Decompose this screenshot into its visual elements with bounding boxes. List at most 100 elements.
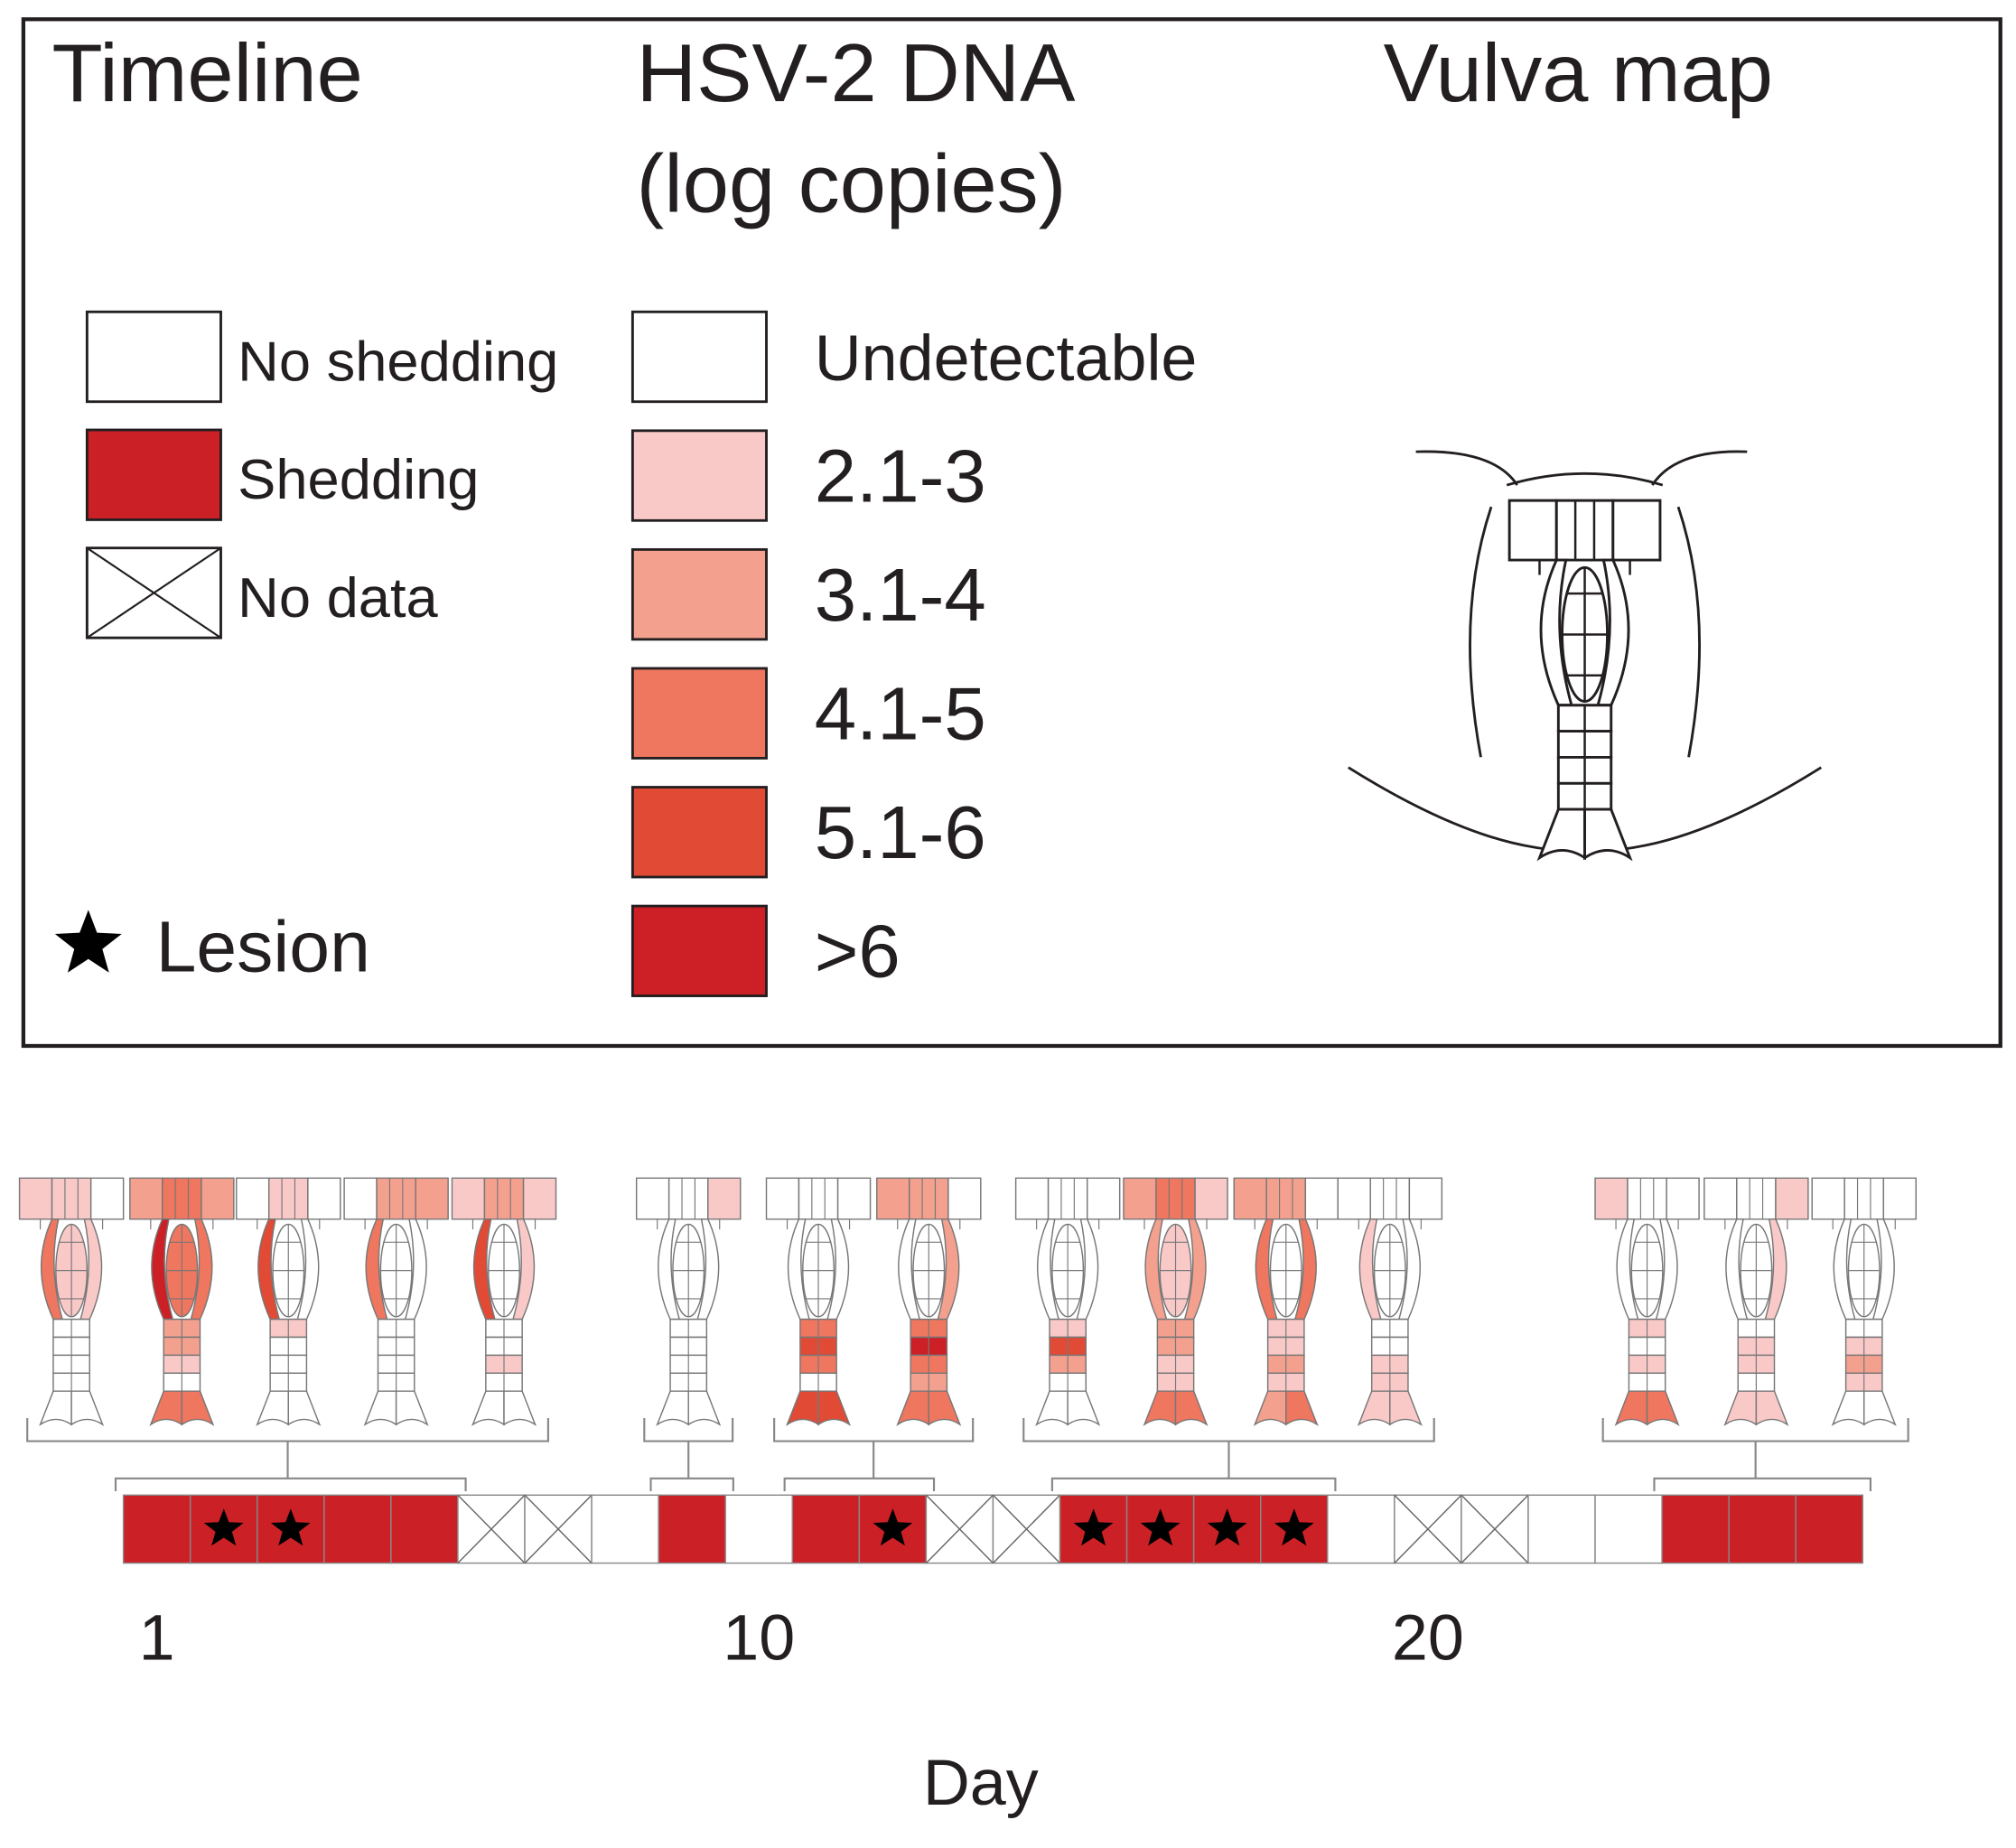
map-region: [687, 1390, 722, 1426]
vulva-map: [1014, 1177, 1121, 1426]
legend-swatch: [85, 428, 222, 521]
map-region: [947, 1177, 982, 1220]
map-region: [1646, 1390, 1680, 1426]
map-region: [162, 1177, 202, 1220]
map-inner-lines: [1538, 500, 1631, 810]
vulva-map: [876, 1177, 982, 1426]
map-region: [1611, 499, 1662, 562]
map-region: [1123, 1177, 1157, 1220]
map-region: [1369, 1177, 1411, 1220]
map-region: [1087, 1177, 1121, 1220]
map-inner-lines: [364, 1178, 428, 1392]
map-inner-lines: [1724, 1178, 1788, 1392]
vulva-map: [1123, 1177, 1228, 1426]
map-region: [376, 1177, 416, 1220]
map-region: [1408, 1177, 1443, 1220]
day-cell: [591, 1494, 659, 1564]
map-region: [1337, 1177, 1371, 1220]
map-inner-lines: [1832, 1178, 1896, 1392]
map-region: [1265, 1177, 1307, 1220]
map-inner-lines: [657, 1178, 721, 1392]
day-cell: [1661, 1494, 1730, 1564]
day-tick-label: 10: [723, 1602, 795, 1675]
group-bracket: [643, 1418, 734, 1492]
x-axis-label: Day: [923, 1747, 1039, 1819]
map-region: [928, 1390, 962, 1426]
vulva-map: [1594, 1177, 1700, 1426]
group-bracket: [26, 1418, 549, 1492]
map-region: [1811, 1177, 1845, 1220]
map-region: [1357, 1390, 1391, 1426]
map-region: [707, 1177, 742, 1220]
map-region: [51, 1177, 92, 1220]
map-inner-lines: [40, 1178, 104, 1392]
map-region: [817, 1390, 852, 1426]
day-cell: [724, 1494, 793, 1564]
map-region: [201, 1177, 235, 1220]
legend-label: No data: [238, 566, 438, 630]
vulva-map: [451, 1177, 557, 1426]
map-region: [129, 1177, 163, 1220]
map-region: [483, 1177, 525, 1220]
map-region: [1155, 1177, 1196, 1220]
map-region: [1863, 1390, 1897, 1426]
map-region: [18, 1177, 53, 1220]
map-region: [1285, 1390, 1319, 1426]
level-label: 4.1-5: [815, 672, 986, 755]
vulva-map: [1507, 499, 1662, 862]
map-region: [363, 1390, 397, 1426]
lesion-star: [1207, 1508, 1247, 1546]
day-cell: [323, 1494, 392, 1564]
map-region: [1775, 1177, 1809, 1220]
map-region: [287, 1390, 322, 1426]
no-data-cross: [925, 1494, 994, 1564]
map-inner-lines: [150, 1178, 214, 1392]
day-cell: [1795, 1494, 1864, 1564]
map-region: [70, 1390, 105, 1426]
vulva-map: [129, 1177, 235, 1426]
no-data-cross: [524, 1494, 593, 1564]
no-data-cross: [457, 1494, 526, 1564]
map-inner-lines: [786, 1178, 851, 1392]
dna-subtitle: (log copies): [637, 138, 1067, 229]
map-region: [1627, 1177, 1667, 1220]
map-region: [1554, 499, 1615, 562]
map-region: [39, 1390, 72, 1426]
map-inner-lines: [1036, 1178, 1100, 1392]
map-region: [1174, 1390, 1209, 1426]
map-inner-lines: [257, 1178, 321, 1392]
map-inner-lines: [1254, 1178, 1318, 1392]
no-data-cross: [1394, 1494, 1462, 1564]
map-region: [1389, 1390, 1423, 1426]
level-swatch: [630, 667, 768, 760]
day-cell: [1327, 1494, 1395, 1564]
group-bracket: [1601, 1418, 1909, 1492]
level-label: 5.1-6: [815, 791, 986, 874]
vulva-map: [1811, 1177, 1917, 1426]
level-label: 2.1-3: [815, 434, 986, 518]
day-tick-label: 1: [139, 1602, 175, 1675]
day-cell: [791, 1494, 861, 1564]
level-swatch: [630, 547, 768, 641]
map-region: [1304, 1177, 1339, 1220]
lesion-label: Lesion: [156, 907, 370, 986]
level-swatch: [630, 310, 768, 404]
map-region: [503, 1390, 537, 1426]
level-swatch: [630, 786, 768, 879]
vulva-map: [1233, 1177, 1339, 1426]
map-region: [1666, 1177, 1700, 1220]
group-bracket: [1022, 1418, 1435, 1492]
vulva-map: [236, 1177, 341, 1426]
legend-label: No shedding: [238, 331, 558, 394]
map-region: [471, 1390, 505, 1426]
map-region: [1194, 1177, 1228, 1220]
map-region: [798, 1177, 839, 1220]
map-region: [1233, 1177, 1267, 1220]
lesion-star: [270, 1508, 311, 1546]
map-region: [1736, 1177, 1777, 1220]
day-cell: [1594, 1494, 1663, 1564]
level-swatch: [630, 429, 768, 522]
map-region: [1014, 1177, 1050, 1220]
map-region: [395, 1390, 429, 1426]
lesion-star: [873, 1508, 913, 1546]
